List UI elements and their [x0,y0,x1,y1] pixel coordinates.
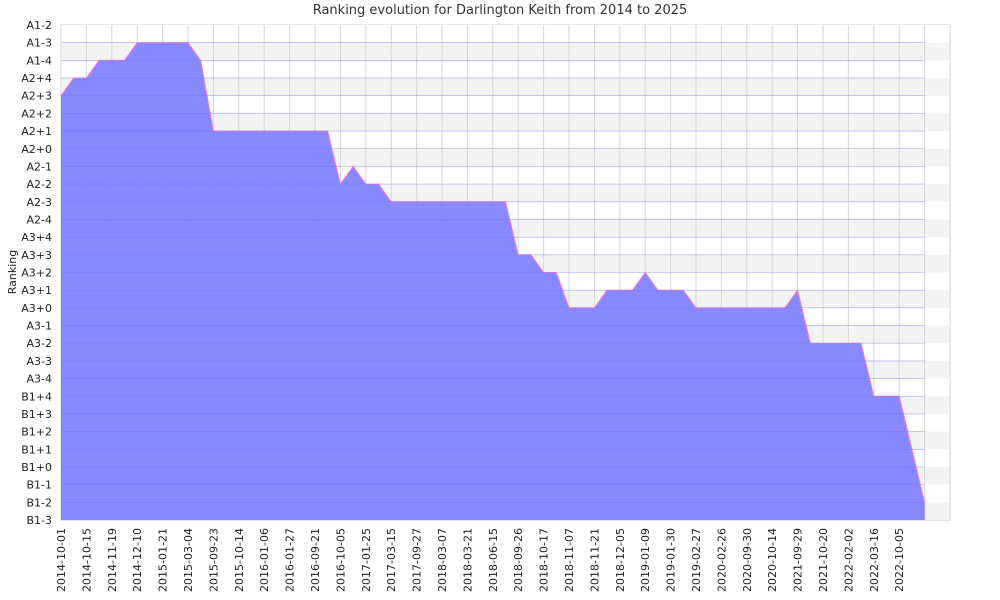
y-tick-label: A1-2 [27,19,53,32]
x-tick-label: 2018-03-21 [461,528,474,592]
y-tick-label: A2+2 [21,107,52,120]
x-tick-label: 2019-02-27 [690,528,703,592]
x-tick-label: 2018-11-07 [563,528,576,592]
x-tick-label: 2016-01-27 [284,528,297,592]
y-tick-label: A3+1 [21,284,52,297]
x-tick-label: 2014-12-10 [131,528,144,592]
y-tick-labels: B1-3 B1-2 B1-1 B1+0 B1+1 B1+2 B1+3 B1+4 A3-4 A3-3… [21,19,52,527]
y-tick-label: A1-4 [27,54,53,67]
x-tick-label: 2022-02-02 [842,528,855,592]
y-tick-label: A3+0 [21,302,52,315]
y-tick-label: A2+3 [21,90,52,103]
y-tick-label: B1+4 [21,390,52,403]
x-tick-label: 2022-03-16 [868,528,881,592]
band-row [61,95,950,114]
y-tick-label: A3-1 [27,320,53,333]
band-row [61,25,950,43]
y-tick-label: A2-2 [27,178,53,191]
x-tick-label: 2014-10-01 [55,528,68,592]
x-tick-label: 2014-10-15 [80,528,93,592]
x-tick-label: 2018-09-26 [512,528,525,592]
y-tick-label: B1+3 [21,408,52,421]
x-tick-label: 2019-01-09 [639,528,652,592]
y-tick-label: A3-4 [27,373,53,386]
x-tick-label: 2016-09-21 [309,528,322,592]
x-tick-label: 2021-10-20 [817,528,830,592]
x-tick-label: 2020-09-30 [741,528,754,592]
chart-title: Ranking evolution for Darlington Keith f… [312,3,688,18]
band-row [61,113,950,132]
y-tick-label: A3+2 [21,267,52,280]
y-tick-label: B1-1 [26,479,52,492]
area-layer [60,42,926,520]
x-tick-label: 2018-03-07 [436,528,449,592]
x-tick-label: 2020-02-26 [715,528,728,592]
band-row [61,42,950,61]
y-tick-label: B1+2 [21,426,52,439]
x-tick-label: 2022-10-05 [893,528,906,592]
band-row [61,78,950,96]
y-tick-label: A3+3 [21,249,52,262]
x-tick-label: 2018-11-21 [588,528,601,592]
x-tick-label: 2021-09-29 [792,528,805,592]
x-tick-label: 2014-11-19 [106,528,119,592]
y-axis-label: Ranking [6,250,19,295]
y-tick-label: B1+1 [21,443,52,456]
y-tick-label: A1-3 [27,37,53,50]
y-tick-label: A2+1 [21,125,52,138]
band-row [61,60,950,79]
y-tick-label: A3-3 [27,355,53,368]
y-tick-label: B1-3 [26,514,52,527]
y-tick-label: A2+4 [21,72,52,85]
x-tick-label: 2017-03-15 [385,528,398,592]
ranking-area [61,42,925,520]
y-tick-label: A3-2 [27,337,53,350]
x-tick-label: 2018-10-17 [538,528,551,592]
y-tick-label: A2+0 [21,143,52,156]
x-tick-label: 2018-06-15 [487,528,500,592]
y-tick-label: B1+0 [21,461,52,474]
x-tick-label: 2016-10-05 [334,528,347,592]
x-tick-label: 2015-03-04 [182,528,195,592]
y-tick-label: B1-2 [26,496,52,509]
x-tick-label: 2017-09-27 [411,528,424,592]
y-tick-label: A2-4 [27,213,53,226]
x-tick-labels: 2014-10-01 2014-10-15 2014-11-19 2014-12-10… [55,528,906,592]
x-tick-label: 2019-01-30 [665,528,678,592]
x-tick-label: 2015-01-21 [157,528,170,592]
x-tick-label: 2016-01-06 [258,528,271,592]
y-tick-label: A2-3 [27,196,53,209]
x-tick-label: 2015-10-14 [233,528,246,592]
x-tick-label: 2015-09-23 [207,528,220,592]
x-tick-label: 2018-12-05 [614,528,627,592]
x-tick-label: 2017-01-25 [360,528,373,592]
y-tick-label: A3+4 [21,231,52,244]
y-tick-label: A2-1 [27,160,53,173]
x-tick-label: 2020-10-14 [766,528,779,592]
